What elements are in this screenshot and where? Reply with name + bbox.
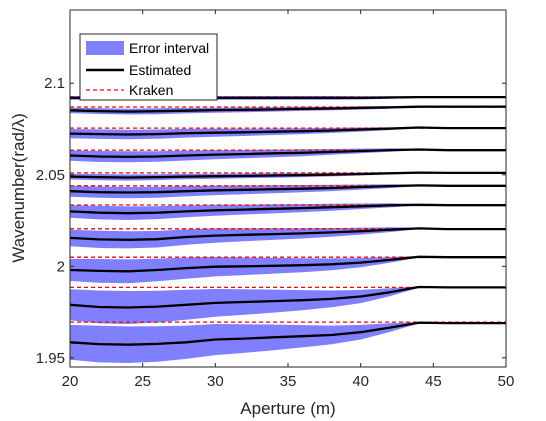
x-tick-label: 35	[280, 373, 297, 390]
y-tick-label: 2	[57, 258, 65, 275]
y-axis-ticks: 1.95 2 2.05 2.1	[36, 75, 506, 367]
estimated-line-mode-11	[69, 321, 506, 346]
y-tick-label: 2.1	[44, 75, 65, 92]
error-band-mode-6	[70, 184, 506, 199]
error-band-mode-8	[70, 227, 506, 249]
estimated-line-mode-3	[69, 126, 506, 136]
error-band-mode-7	[70, 203, 506, 220]
x-tick-label: 45	[425, 373, 442, 390]
estimated-line-mode-5	[69, 171, 506, 179]
y-axis-label: Wavenumber(rad/λ)	[9, 113, 28, 263]
estimated-line-mode-7	[69, 203, 506, 215]
x-tick-label: 40	[352, 373, 369, 390]
x-tick-label: 30	[207, 373, 224, 390]
estimated-line-mode-10	[69, 285, 506, 309]
estimated-line-mode-8	[69, 227, 506, 241]
x-tick-label: 25	[134, 373, 151, 390]
legend-label-error: Error interval	[129, 40, 209, 56]
error-band-mode-3	[70, 126, 506, 140]
legend-swatch-error	[86, 41, 124, 55]
x-axis-label: Aperture (m)	[240, 399, 335, 418]
estimated-line-mode-2	[69, 105, 506, 113]
y-tick-label: 2.05	[36, 167, 65, 184]
error-band-mode-10	[70, 286, 506, 324]
error-band-mode-9	[70, 256, 506, 284]
y-tick-label: 1.95	[36, 350, 65, 367]
error-band-mode-11	[70, 322, 506, 363]
legend: Error interval Estimated Kraken	[79, 33, 218, 101]
x-tick-label: 50	[498, 373, 515, 390]
estimated-lines	[69, 95, 506, 346]
error-bands	[70, 96, 506, 363]
error-band-mode-4	[70, 148, 506, 163]
estimated-line-mode-6	[69, 184, 506, 194]
legend-label-kraken: Kraken	[129, 82, 173, 98]
estimated-line-mode-4	[69, 148, 506, 158]
x-tick-label: 20	[62, 373, 79, 390]
estimated-line-mode-9	[69, 255, 506, 273]
x-axis-ticks: 20 25 30 35 40 45 50	[62, 10, 515, 390]
legend-label-estimated: Estimated	[129, 62, 191, 78]
